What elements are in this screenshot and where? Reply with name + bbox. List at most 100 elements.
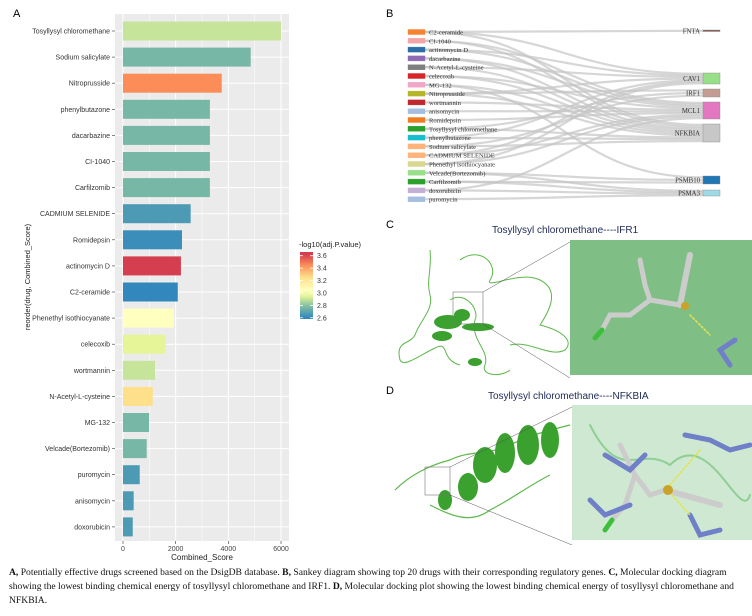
sankey-link (424, 80, 704, 157)
docking-d-title: Tosyllysyl chloromethane----NFKBIA (488, 391, 649, 402)
bar (123, 360, 155, 380)
sankey-drug-node (407, 196, 426, 202)
y-tick-label: CADMIUM SELENIDE (40, 211, 110, 218)
sankey-link (424, 89, 704, 95)
docking-d-image (394, 405, 752, 545)
sankey-link (424, 92, 704, 137)
sankey-gene-label: CAV1 (683, 76, 700, 83)
caption-a-label: A, (9, 567, 19, 578)
caption-b-text: Sankey diagram showing top 20 drugs with… (290, 567, 609, 578)
zoom-region-box (452, 291, 484, 325)
sankey-gene-label: NFKBIA (675, 131, 700, 138)
sankey-drug-node (407, 187, 426, 194)
bar (123, 125, 210, 145)
irf1-helices (432, 309, 494, 366)
sankey-gene-label: PSMA3 (678, 191, 701, 198)
y-tick-label: wortmannin (73, 368, 110, 375)
bar (123, 47, 251, 67)
sankey-gene-node (702, 72, 721, 85)
y-tick-label: Tosyllysyl chloromethane (32, 29, 110, 36)
y-tick-label: Phenethyl isothiocyanate (32, 316, 110, 323)
sankey-link (424, 194, 704, 201)
bar (123, 256, 181, 276)
sankey-drug-node (407, 29, 426, 35)
bar-chart: Tosyllysyl chloromethane Sodium salicylat… (23, 14, 361, 562)
irf1-protein-structure (398, 249, 569, 376)
legend-tick-label: 3.4 (317, 266, 327, 273)
caption-a-text: Potentially effective drugs screened bas… (18, 567, 283, 578)
bar (123, 334, 166, 354)
sankey-gene-label: PSMB10 (675, 178, 701, 185)
legend-title: -log10(adj.P.value) (299, 240, 361, 249)
sankey-link (424, 111, 704, 122)
sankey-drug-label: Romidepsin (429, 118, 462, 125)
sankey-link (424, 29, 704, 34)
sankey-drug-label: wortmannin (429, 100, 462, 107)
sankey-link (424, 117, 704, 192)
sankey-drug-label: Tosyllysyl chloromethane (429, 126, 497, 133)
y-tick-label: puromycin (78, 472, 110, 479)
sankey-link (424, 48, 704, 77)
sankey-drug-node (407, 152, 426, 158)
x-axis-title: Combined_Score (171, 553, 233, 562)
color-legend: -log10(adj.P.value) 3.6 3.4 3.2 3.0 2.8 2.6 (299, 240, 361, 322)
bar (123, 491, 134, 511)
y-axis-title: reorder(drug, Combined_Score) (23, 223, 32, 330)
sankey-link (424, 101, 704, 111)
sankey-gene-node (702, 29, 721, 32)
sankey-drug-node (407, 134, 426, 141)
sankey-drug-node (407, 64, 426, 70)
y-tick-label: MG-132 (85, 420, 110, 427)
sankey-drug-label: Phenethyl isothiocyanate (429, 162, 495, 169)
bar (123, 99, 210, 119)
sankey-link (424, 140, 704, 148)
sankey-drug-label: celecoxib (429, 74, 455, 81)
caption-d-label: D, (332, 581, 343, 592)
sankey-gene-node (702, 189, 721, 197)
sankey-drug-node (407, 99, 426, 106)
sankey-drug-node (407, 143, 426, 150)
sankey-link (424, 66, 704, 132)
bar (123, 308, 174, 328)
docking-d-closeup (572, 405, 752, 540)
sankey-drug-label: Sodium salicylate (429, 144, 476, 151)
panel-label-c: C (386, 219, 394, 231)
sankey-link (424, 127, 704, 139)
ligand-closeup (592, 252, 738, 368)
y-tick-label: celecoxib (81, 342, 110, 349)
sankey-link (424, 30, 704, 75)
caption-c-text: Molecular docking diagram showing the lo… (9, 567, 727, 592)
legend-tick-label: 2.8 (317, 303, 327, 310)
sankey-gene-node (702, 101, 721, 120)
y-tick-label: dacarbazine (72, 133, 110, 140)
panel-label-a: A (13, 8, 21, 20)
sankey-drug-node (407, 82, 426, 88)
docking-c-title: Tosyllysyl chloromethane----IFR1 (492, 225, 639, 236)
sankey-drug-node (407, 126, 426, 132)
bar (123, 386, 153, 406)
sankey-drug-label: phenylbutazone (429, 135, 471, 142)
sankey-drug-label: anisomycin (429, 109, 460, 116)
sankey-link (424, 57, 704, 130)
sankey-link (424, 74, 704, 134)
sankey-drug-node (407, 117, 426, 123)
legend-tick-label: 3.2 (317, 278, 327, 285)
caption-d-text: Molecular docking plot showing the lowes… (9, 581, 734, 606)
bar (123, 230, 182, 250)
y-tick-label: actinomycin D (66, 263, 110, 270)
sankey-drug-label: doxorubicin (429, 188, 462, 195)
sankey-gene-node (702, 175, 721, 185)
y-tick-label: anisomycin (75, 498, 110, 505)
legend-colorbar (300, 252, 313, 319)
sankey-link (424, 113, 704, 157)
zoom-region-box (424, 466, 451, 496)
bar (123, 413, 150, 432)
sankey-drug-node (407, 73, 426, 79)
sankey-drug-label: CADMIUM SELENIDE (429, 153, 495, 160)
sankey-link (424, 82, 704, 166)
caption-c-label: C, (608, 567, 618, 578)
y-tick-label: Carfilzomib (75, 185, 110, 192)
sankey-drug-node (407, 108, 426, 114)
sankey-drug-node (407, 55, 426, 62)
